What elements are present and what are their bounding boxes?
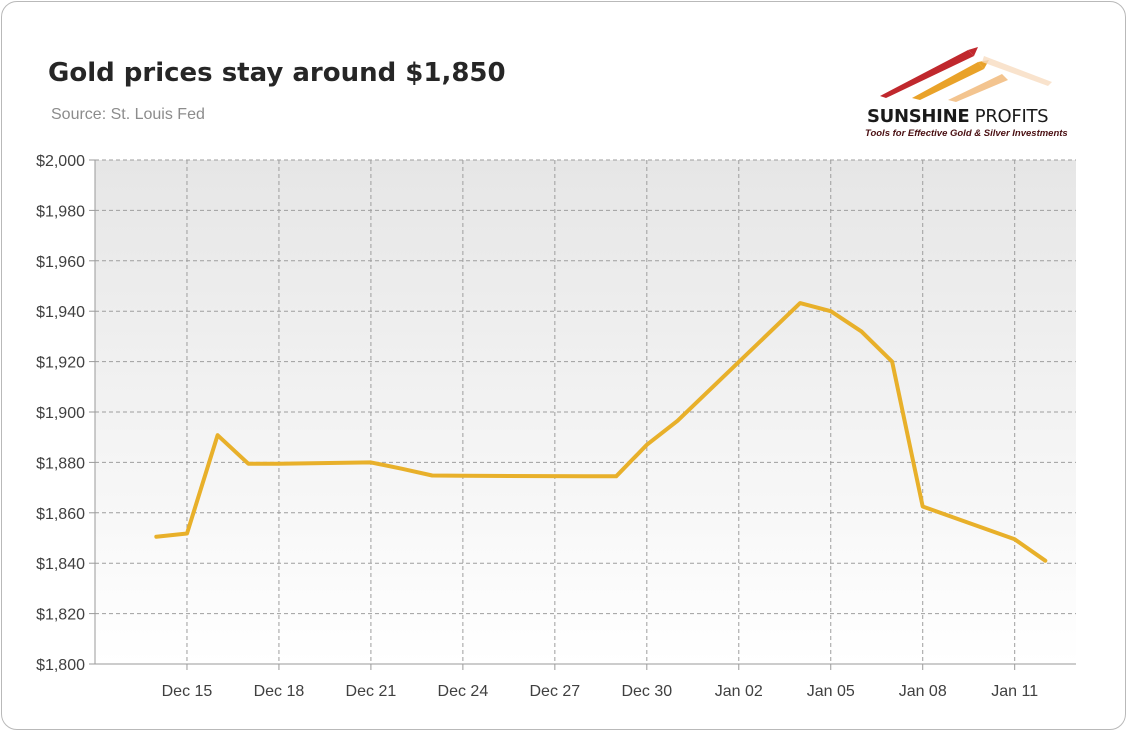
y-tick-label: $1,860 [36,506,85,523]
y-tick-label: $1,900 [36,405,85,422]
y-tick-label: $1,840 [36,556,85,573]
y-tick-label: $1,820 [36,607,85,624]
y-tick-label: $1,940 [36,304,85,321]
sunshine-profits-logo: SUNSHINE PROFITS Tools for Effective Gol… [852,42,1082,142]
y-tick-label: $1,800 [36,657,85,674]
gold-price-line [154,301,1048,563]
rising-arrows-logo-icon [880,47,1052,102]
y-tick-label: $1,880 [36,455,85,472]
y-tick-label: $1,960 [36,254,85,271]
y-tick-label: $1,980 [36,203,85,220]
y-axis: $1,800 $1,820 $1,840 $1,860 $1,880 $1,900 $1,9… [36,153,95,674]
x-tick-label: Dec 24 [438,683,489,700]
y-tick-label: $1,920 [36,355,85,372]
vertical-gridlines [186,160,1016,664]
x-tick-label: Dec 30 [621,683,672,700]
chart-title: Gold prices stay around $1,850 [48,58,506,88]
series-layer [154,301,1048,563]
x-tick-label: Jan 02 [715,683,763,700]
logo-tagline: Tools for Effective Gold & Silver Invest… [865,128,1068,139]
x-tick-label: Dec 27 [529,683,580,700]
x-tick-label: Jan 11 [991,683,1038,700]
x-tick-label: Dec 21 [346,683,397,700]
x-tick-label: Jan 05 [807,683,855,700]
x-tick-label: Dec 15 [162,683,213,700]
logo-name-regular: PROFITS [969,106,1049,127]
x-axis: Dec 15 Dec 18 Dec 21 Dec 24 Dec 27 Dec 30 Jan … [162,664,1038,700]
x-tick-label: Jan 08 [899,683,947,700]
logo-wordmark: SUNSHINE PROFITS [867,106,1049,127]
chart-subtitle: Source: St. Louis Fed [51,106,205,123]
x-tick-label: Dec 18 [254,683,305,700]
logo-name-bold: SUNSHINE [867,106,970,127]
y-tick-label: $2,000 [36,153,85,170]
